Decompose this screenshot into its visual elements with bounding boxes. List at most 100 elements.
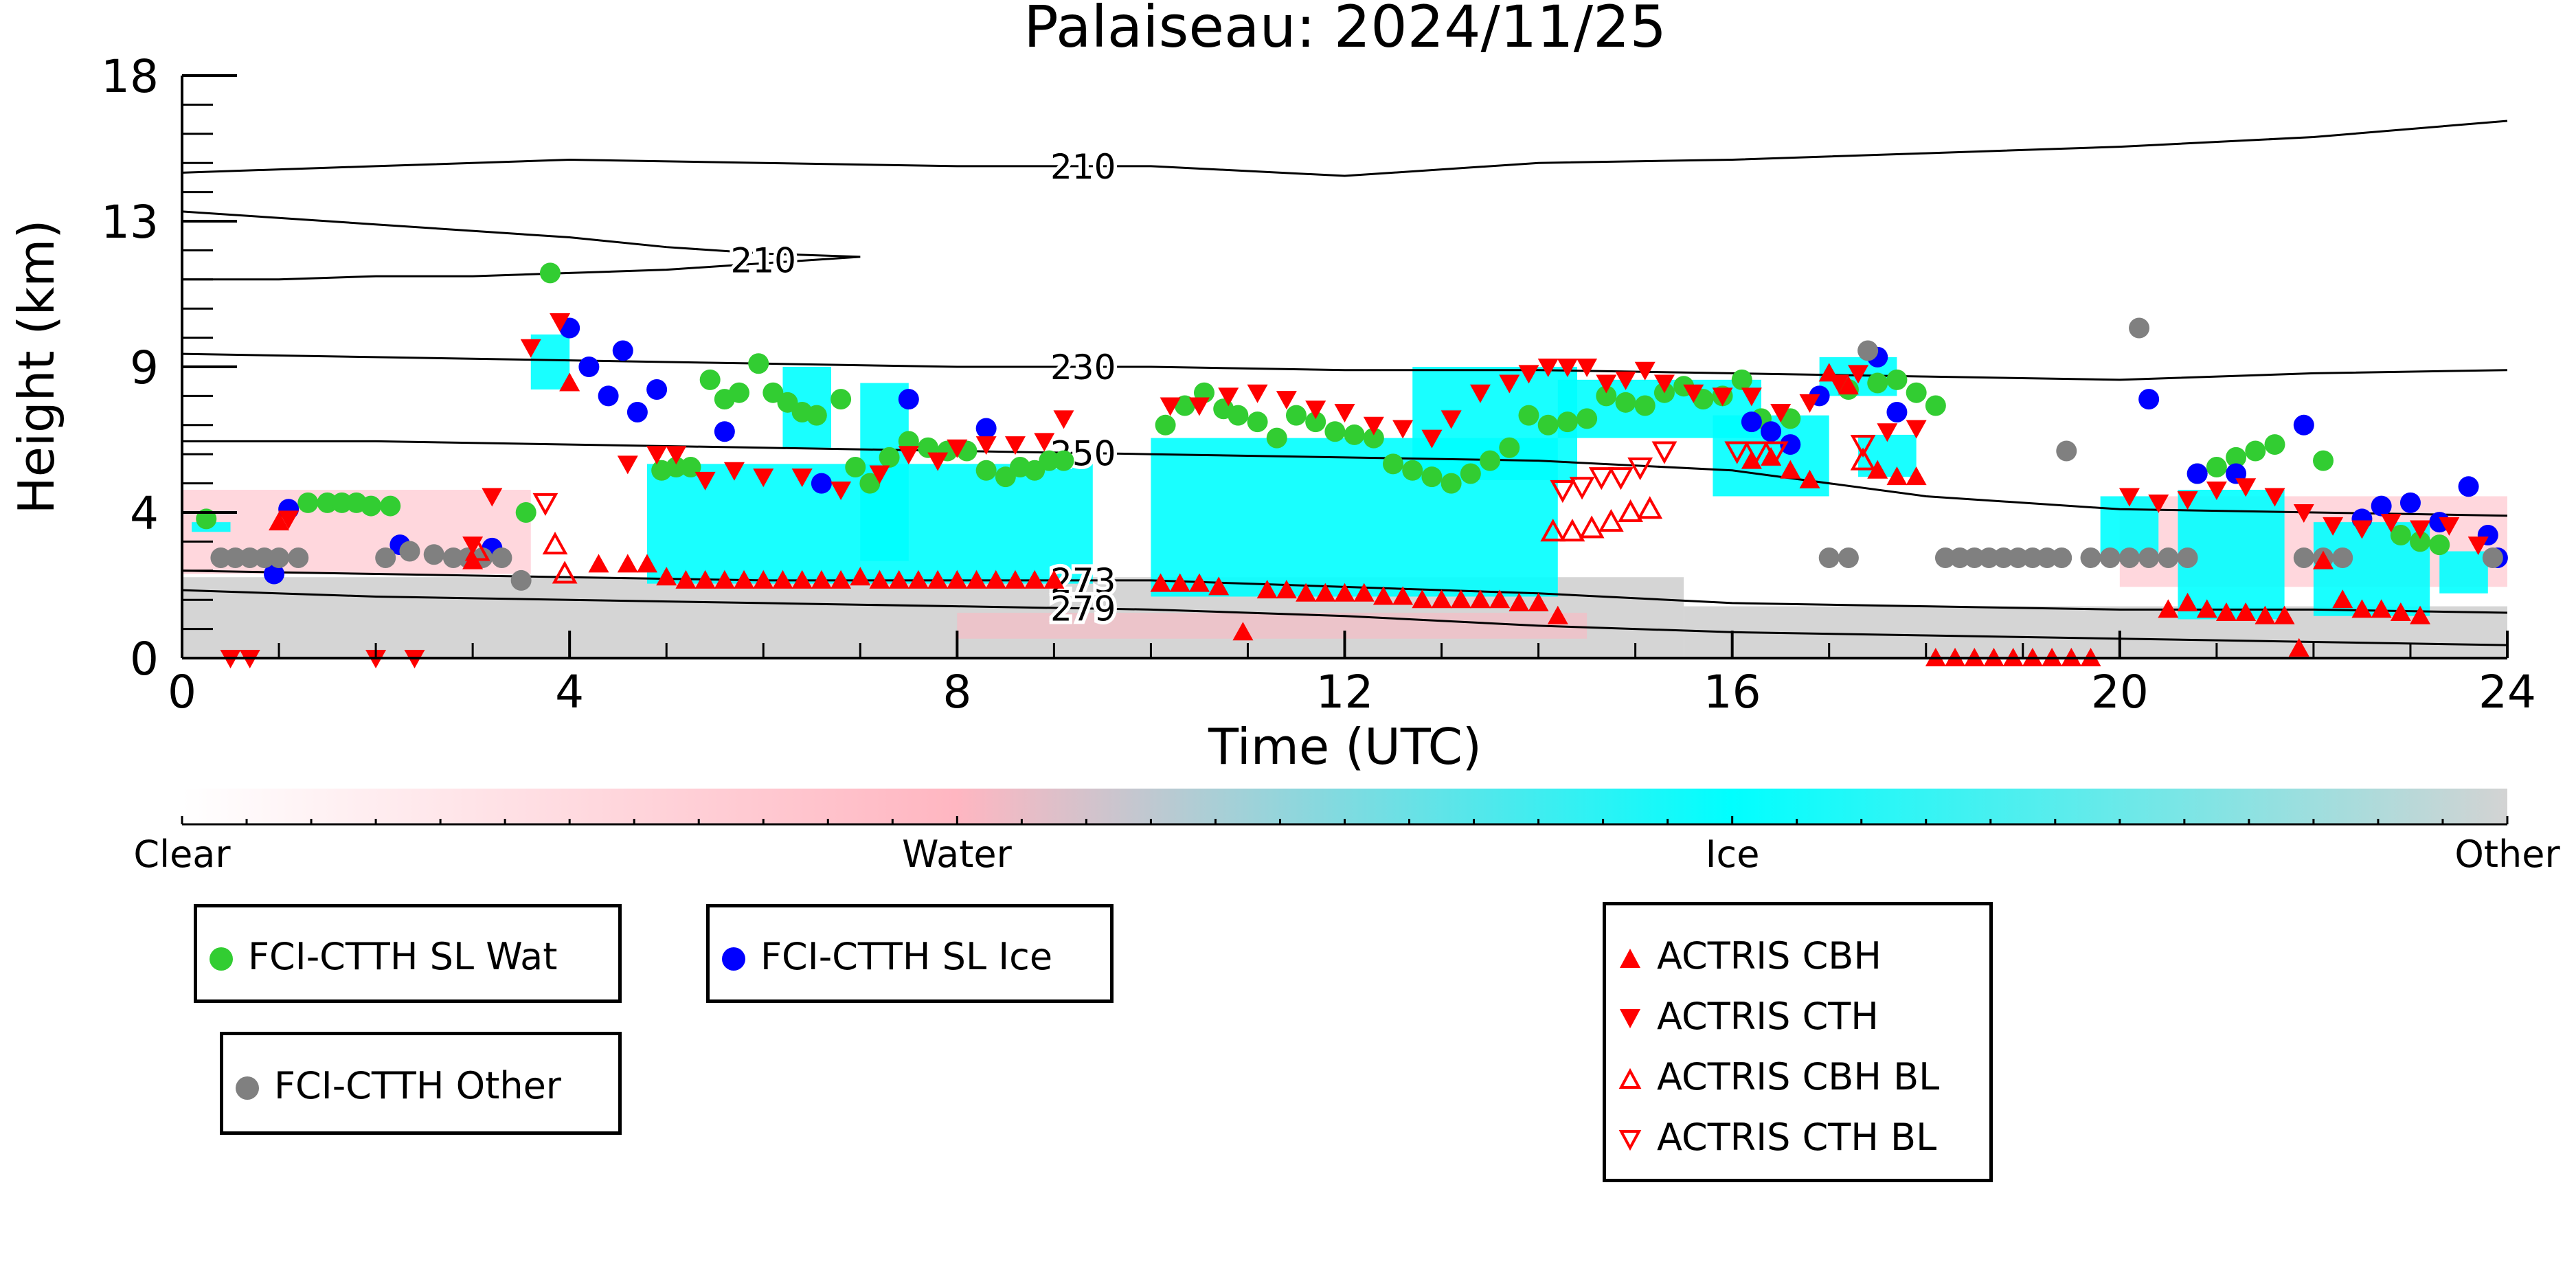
marker-point [1828,374,1849,394]
marker-point [1489,589,1511,609]
marker-point [2226,447,2247,468]
marker-point [2458,476,2479,497]
isotherm-label: 279 [1050,589,1116,629]
marker-point [1218,387,1239,407]
legend-entry-ice: FCI-CTTH SL Ice [722,935,1052,978]
marker-point [2313,550,2334,569]
marker-point [975,460,997,481]
marker-point [845,457,866,478]
marker-point [598,385,619,407]
y-tick-label: 18 [101,50,159,103]
isotherm-line [181,210,861,281]
marker-point [1877,423,1898,442]
marker-point [2264,488,2285,507]
marker-point [753,468,774,488]
marker-point [1499,374,1520,394]
open-triangle-up-icon [1618,1068,1642,1089]
marker-point [1906,466,1927,486]
marker-point [2390,602,2411,622]
marker-point [1334,403,1355,422]
marker-point [927,569,949,589]
marker-point [1550,480,1576,504]
marker-point [2323,517,2344,536]
marker-point [646,379,668,400]
marker-point [2332,589,2353,609]
axes-layer: 0 4 8 12 16 20 24 0 4 9 13 18 [101,50,2536,719]
marker-point [1741,387,1762,407]
marker-point [2119,488,2140,507]
y-tick-label: 4 [130,487,159,540]
marker-point [515,502,536,523]
legend-entry-other: FCI-CTTH Other [236,1064,561,1107]
marker-point [1559,519,1585,542]
marker-point [1569,477,1595,500]
marker-point [1450,589,1471,609]
marker-point [263,563,284,585]
x-tick-label: 16 [1704,666,1761,719]
legend-label-ice: FCI-CTTH SL Ice [760,935,1053,978]
marker-point [1160,397,1181,416]
marker-point [1372,586,1394,605]
marker-point [947,569,968,589]
marker-point [1741,450,1762,469]
marker-point [1761,421,1782,442]
marker-point [1440,473,1462,494]
marker-point [1577,359,1598,377]
marker-point [1305,411,1326,433]
legend-label-cbh-bl: ACTRIS CBH BL [1657,1055,1940,1098]
marker-point [2138,389,2160,410]
marker-point [491,547,512,568]
x-tick-label: 0 [168,666,196,719]
y-tick-label: 13 [101,196,159,249]
marker-point [1850,435,1876,458]
marker-point [2177,491,2198,510]
marker-point [1155,414,1176,436]
marker-point [375,547,396,568]
marker-point [1412,589,1433,609]
marker-point [879,447,900,468]
marker-point [1799,394,1820,413]
marker-point [2293,547,2314,568]
legend-entry-cth: ACTRIS CTH [1618,995,1879,1038]
isotherm-label: 210 [731,241,796,281]
marker-point [772,569,793,589]
marker-point [2158,599,2179,618]
y-axis-label: Height (km) [8,220,65,515]
marker-point [1993,547,2014,568]
marker-point [2371,599,2392,618]
marker-point [482,488,503,507]
marker-point [361,495,382,517]
marker-point [1431,589,1452,609]
marker-point [1850,447,1876,471]
marker-point [1499,437,1520,458]
isotherm-label: 273 [1050,561,1116,601]
marker-point [646,446,668,465]
marker-point [831,569,852,589]
marker-point [1857,340,1879,361]
marker-point [831,482,852,501]
marker-point [888,569,909,589]
marker-point [2288,637,2309,657]
marker-point [1247,411,1268,433]
marker-point [559,372,580,392]
marker-point [239,547,260,568]
marker-point [399,541,420,562]
marker-point [1867,372,1888,394]
marker-point [714,421,735,442]
marker-point [898,446,919,465]
marker-point [1266,427,1287,449]
marker-point [907,569,929,589]
marker-point [2022,547,2043,568]
marker-point [1518,365,1539,384]
x-tick-label: 12 [1316,666,1374,719]
marker-point [1053,410,1074,429]
marker-point [617,554,638,573]
marker-point [831,389,852,410]
filled-triangle-down-icon [1620,1009,1640,1029]
marker-point [2099,547,2121,568]
x-tick-label: 8 [942,666,971,719]
marker-point [1528,592,1549,611]
marker-point [995,466,1016,488]
marker-point [552,561,578,584]
